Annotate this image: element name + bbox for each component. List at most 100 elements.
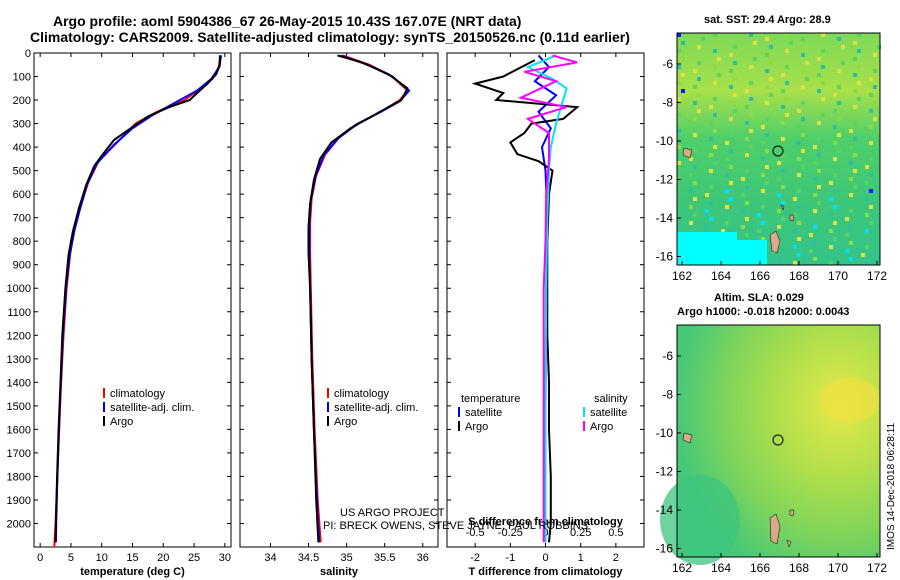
- sst-cell: [749, 113, 753, 117]
- series-line-argo: [54, 55, 221, 543]
- x-tick-label: 35.5: [374, 552, 395, 564]
- sst-cell: [753, 57, 757, 61]
- sst-cell: [849, 241, 853, 245]
- y-tick-label: 600: [13, 189, 31, 201]
- sst-cell: [833, 205, 837, 209]
- map-x-tick-label: 172: [867, 269, 887, 283]
- sst-cell: [865, 261, 869, 265]
- sst-cell: [733, 77, 737, 81]
- sst-cell: [801, 53, 805, 57]
- sst-cell: [745, 153, 749, 157]
- sst-cell: [713, 49, 717, 53]
- sst-cell: [681, 41, 685, 45]
- sst-cell: [853, 73, 857, 77]
- sst-cell: [817, 73, 821, 77]
- x-tick-label: 1: [578, 552, 584, 564]
- sst-cell: [857, 81, 861, 85]
- sst-cell: [677, 65, 681, 69]
- sst-cell: [785, 113, 789, 117]
- sst-cell: [729, 197, 733, 201]
- sst-cell: [785, 129, 789, 133]
- sst-cell: [729, 69, 733, 73]
- temperature-plot: 0100200300400500600700800900100011001200…: [7, 48, 231, 578]
- sst-cell: [761, 189, 765, 193]
- sst-cell: [765, 53, 769, 57]
- sst-cell: [781, 169, 785, 173]
- sst-cell: [785, 33, 789, 37]
- sst-cell: [681, 57, 685, 61]
- sst-cell: [853, 41, 857, 45]
- sst-cell: [777, 257, 781, 261]
- sst-cell: [869, 141, 873, 145]
- sst-cell: [857, 49, 861, 53]
- sst-cell: [793, 229, 797, 233]
- temperature-plot-frame: [33, 52, 232, 548]
- top-tick-label: 0.25: [570, 527, 591, 539]
- sst-cell: [693, 213, 697, 217]
- sst-map-cool-patch: [677, 232, 737, 265]
- y-tick-label: 1600: [7, 424, 31, 436]
- legend-label: satellite-adj. clim.: [334, 402, 418, 414]
- sst-cell: [817, 169, 821, 173]
- sst-cell: [817, 201, 821, 205]
- sst-cell: [837, 149, 841, 153]
- sst-cell: [853, 57, 857, 61]
- sst-cell: [869, 125, 873, 129]
- x-tick-label: -2: [470, 552, 480, 564]
- sst-cell: [865, 197, 869, 201]
- sst-cell: [765, 165, 769, 169]
- map-y-tick-label: -8: [662, 96, 673, 110]
- sst-cell: [797, 173, 801, 177]
- map-x-tick-label: 164: [711, 269, 731, 283]
- sst-cell: [797, 237, 801, 241]
- sst-cell: [681, 73, 685, 77]
- map-x-tick-label: 168: [789, 269, 809, 283]
- sst-cell: [817, 105, 821, 109]
- sst-cell: [697, 61, 701, 65]
- sst-cell: [853, 89, 857, 93]
- sst-cell: [813, 241, 817, 245]
- sst-cell: [765, 69, 769, 73]
- sst-cell: [865, 245, 869, 249]
- series-line-argo: [307, 54, 409, 543]
- sst-cell: [797, 189, 801, 193]
- sst-cell: [681, 89, 685, 93]
- sst-cell: [849, 209, 853, 213]
- sst-cell: [765, 85, 769, 89]
- sst-cell: [797, 141, 801, 145]
- series-line-s-satellite: [525, 54, 568, 543]
- sst-cell: [869, 221, 873, 225]
- legend-label: Argo: [465, 421, 488, 433]
- map-x-tick-label: 170: [828, 561, 848, 575]
- sst-cell: [725, 141, 729, 145]
- sst-cell: [709, 153, 713, 157]
- sst-cell: [833, 157, 837, 161]
- sst-cell: [729, 181, 733, 185]
- sla-map-title: Altim. SLA: 0.029: [714, 292, 804, 304]
- map-y-tick-label: -12: [656, 173, 674, 187]
- sst-cell: [821, 49, 825, 53]
- sst-cell: [805, 77, 809, 81]
- y-tick-label: 1300: [7, 354, 31, 366]
- y-tick-label: 0: [25, 48, 31, 60]
- sst-cell: [781, 153, 785, 157]
- sst-cell: [709, 105, 713, 109]
- sst-cell: [833, 93, 837, 97]
- sst-cell: [713, 97, 717, 101]
- sst-cell: [725, 173, 729, 177]
- sst-cell: [829, 213, 833, 217]
- sst-cell: [757, 229, 761, 233]
- legend-label: climatology: [334, 388, 390, 400]
- sst-cell: [817, 185, 821, 189]
- sst-cell: [725, 221, 729, 225]
- sst-cell: [713, 129, 717, 133]
- y-tick-label: 2000: [7, 518, 31, 530]
- x-axis-label: salinity: [320, 566, 359, 578]
- sst-cell: [725, 157, 729, 161]
- sst-cell: [709, 185, 713, 189]
- sst-cell: [765, 149, 769, 153]
- sst-cell: [801, 133, 805, 137]
- sst-cell: [809, 233, 813, 237]
- sst-cell: [849, 129, 853, 133]
- y-tick-label: 100: [13, 72, 31, 84]
